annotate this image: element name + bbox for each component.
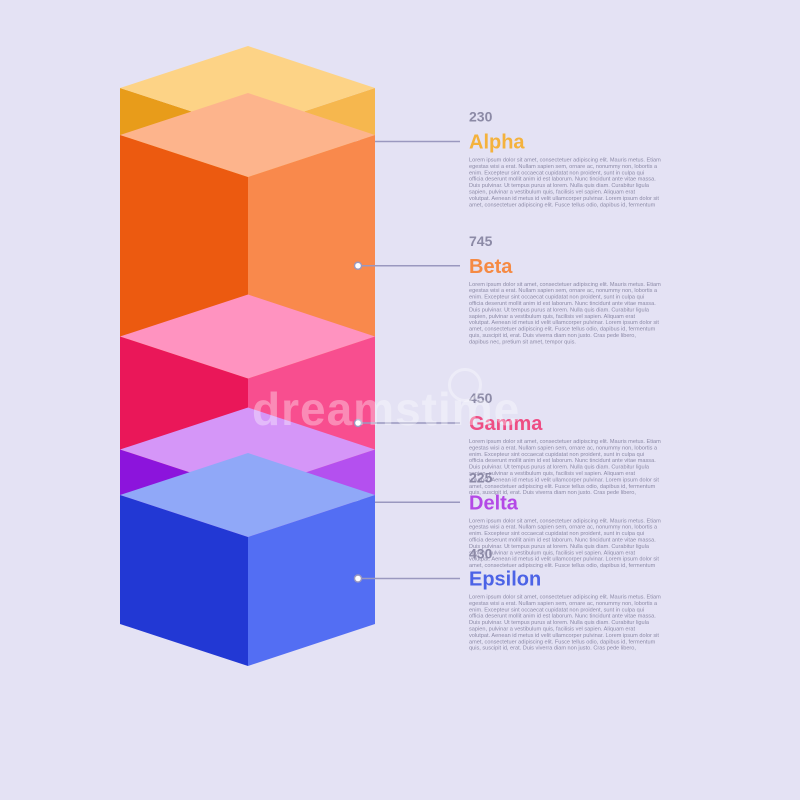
- description-line: Lorem ipsum dolor sit amet, consectetuer…: [469, 439, 661, 445]
- description-line: Lorem ipsum dolor sit amet, consectetuer…: [469, 158, 661, 164]
- description-line: egestas wisi a erat. Nullam sapien sem, …: [469, 164, 658, 170]
- description-delta: Lorem ipsum dolor sit amet, consectetuer…: [469, 518, 661, 569]
- description-line: enim. Excepteur sint occaecat cupidatat …: [469, 452, 644, 458]
- description-line: officia deserunt mollit anim id est labo…: [469, 301, 656, 307]
- box-top-face: [120, 407, 375, 492]
- description-line: amet, consectetuer adipiscing elit. Fusc…: [469, 639, 656, 645]
- description-line: egestas wisi a erat. Nullam sapien sem, …: [469, 601, 658, 607]
- connector-dot-beta: [353, 261, 363, 270]
- description-line: amet, consectetuer adipiscing elit. Fusc…: [469, 484, 656, 490]
- box-epsilon: [120, 453, 375, 666]
- description-line: amet, consectetuer adipiscing elit. Fusc…: [469, 202, 656, 208]
- connector-dot-epsilon: [353, 574, 363, 583]
- description-alpha: Lorem ipsum dolor sit amet, consectetuer…: [469, 158, 661, 209]
- description-line: sapien, pulvinar a vestibulum quis, faci…: [469, 550, 635, 556]
- description-beta: Lorem ipsum dolor sit amet, consectetuer…: [469, 282, 661, 346]
- description-line: quis, suscipit id, erat. Duis viverra di…: [469, 333, 636, 339]
- description-line: sapien, pulvinar a vestibulum quis, faci…: [469, 190, 635, 196]
- description-line: amet, consectetuer adipiscing elit. Fusc…: [469, 327, 656, 333]
- description-line: Duis pulvinar. Ut tempus purus at lorem.…: [469, 620, 650, 626]
- description-line: egestas wisi a erat. Nullam sapien sem, …: [469, 445, 658, 451]
- description-line: dapibus nec, pretium sit amet, tempor qu…: [469, 339, 576, 345]
- description-line: quis, suscipit id, erat. Duis viverra di…: [469, 646, 636, 652]
- box-right-face: [248, 495, 375, 666]
- description-epsilon: Lorem ipsum dolor sit amet, consectetuer…: [469, 595, 661, 652]
- description-line: enim. Excepteur sint occaecat cupidatat …: [469, 295, 644, 301]
- value-label-delta: 225: [469, 469, 493, 485]
- description-line: sapien, pulvinar a vestibulum quis, faci…: [469, 471, 635, 477]
- connector-dot-gamma: [353, 418, 363, 428]
- description-line: volutpat. Aenean id metus id velit ullam…: [469, 320, 659, 326]
- description-line: enim. Excepteur sint occaecat cupidatat …: [469, 607, 644, 613]
- description-line: enim. Excepteur sint occaecat cupidatat …: [469, 531, 644, 537]
- description-line: amet, consectetuer adipiscing elit. Fusc…: [469, 563, 656, 569]
- box-top-face: [120, 453, 375, 537]
- category-label-epsilon: Epsilon: [469, 569, 541, 591]
- value-label-alpha: 230: [469, 109, 493, 125]
- box-top-face: [120, 46, 375, 130]
- description-line: Duis pulvinar. Ut tempus purus at lorem.…: [469, 465, 650, 471]
- description-line: Duis pulvinar. Ut tempus purus at lorem.…: [469, 544, 650, 550]
- description-line: sapien, pulvinar a vestibulum quis, faci…: [469, 627, 635, 633]
- description-line: volutpat. Aenean id metus id velit ullam…: [469, 477, 659, 483]
- category-label-delta: Delta: [469, 492, 519, 514]
- value-label-beta: 745: [469, 233, 493, 249]
- category-label-gamma: Gamma: [469, 413, 543, 435]
- description-line: Lorem ipsum dolor sit amet, consectetuer…: [469, 282, 661, 288]
- description-line: egestas wisi a erat. Nullam sapien sem, …: [469, 525, 658, 531]
- description-line: egestas wisi a erat. Nullam sapien sem, …: [469, 288, 658, 294]
- value-label-epsilon: 430: [469, 546, 493, 562]
- box-left-face: [120, 495, 248, 666]
- box-top-face: [120, 294, 375, 379]
- box-top-face: [120, 93, 375, 177]
- description-line: volutpat. Aenean id metus id velit ullam…: [469, 557, 659, 563]
- description-line: quis, suscipit id, erat. Duis viverra di…: [469, 490, 636, 496]
- description-line: officia deserunt mollit anim id est labo…: [469, 614, 656, 620]
- description-line: volutpat. Aenean id metus id velit ullam…: [469, 633, 659, 639]
- description-line: officia deserunt mollit anim id est labo…: [469, 458, 656, 464]
- description-line: sapien, pulvinar a vestibulum quis, faci…: [469, 314, 635, 320]
- description-line: Lorem ipsum dolor sit amet, consectetuer…: [469, 518, 661, 524]
- description-line: Duis pulvinar. Ut tempus purus at lorem.…: [469, 183, 650, 189]
- description-gamma: Lorem ipsum dolor sit amet, consectetuer…: [469, 439, 661, 496]
- description-line: enim. Excepteur sint occaecat cupidatat …: [469, 170, 644, 176]
- description-line: officia deserunt mollit anim id est labo…: [469, 537, 656, 543]
- watermark-logo-icon: [448, 368, 482, 402]
- category-label-beta: Beta: [469, 256, 513, 278]
- description-line: officia deserunt mollit anim id est labo…: [469, 177, 656, 183]
- description-line: volutpat. Aenean id metus id velit ullam…: [469, 196, 659, 202]
- description-line: Lorem ipsum dolor sit amet, consectetuer…: [469, 595, 661, 601]
- description-line: Duis pulvinar. Ut tempus purus at lorem.…: [469, 307, 650, 313]
- category-label-alpha: Alpha: [469, 132, 525, 154]
